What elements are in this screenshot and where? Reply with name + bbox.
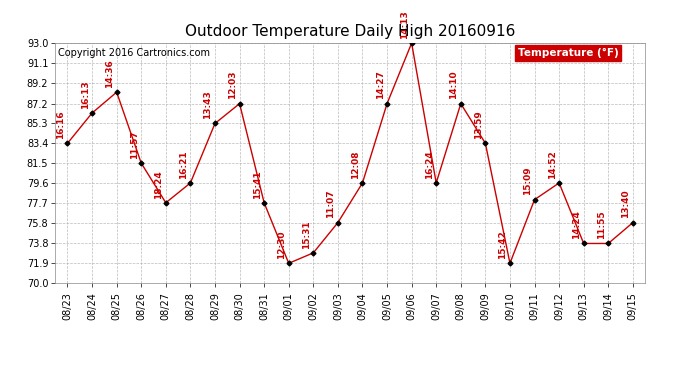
- Text: 16:21: 16:21: [179, 150, 188, 179]
- Text: 15:42: 15:42: [498, 230, 508, 259]
- Text: 12:08: 12:08: [351, 150, 360, 179]
- Text: 12:03: 12:03: [228, 71, 237, 99]
- Text: 11:55: 11:55: [597, 211, 606, 239]
- Text: 13:40: 13:40: [622, 190, 631, 218]
- Text: 16:24: 16:24: [425, 150, 434, 179]
- Text: 16:13: 16:13: [81, 80, 90, 109]
- Text: 16:16: 16:16: [56, 111, 65, 139]
- Text: 13:59: 13:59: [474, 110, 483, 139]
- Text: 14:10: 14:10: [449, 71, 458, 99]
- Text: 15:41: 15:41: [253, 170, 262, 199]
- Text: 14:13: 14:13: [400, 10, 409, 39]
- Text: 15:09: 15:09: [523, 167, 532, 195]
- Text: 14:24: 14:24: [572, 210, 581, 239]
- Text: 14:52: 14:52: [548, 150, 557, 179]
- Text: 15:31: 15:31: [302, 220, 311, 249]
- Title: Outdoor Temperature Daily High 20160916: Outdoor Temperature Daily High 20160916: [185, 24, 515, 39]
- Text: 14:27: 14:27: [375, 70, 384, 99]
- Text: 11:57: 11:57: [130, 130, 139, 159]
- Text: Temperature (°F): Temperature (°F): [518, 48, 619, 58]
- Text: 11:07: 11:07: [326, 190, 335, 218]
- Text: 13:43: 13:43: [204, 90, 213, 119]
- Text: Copyright 2016 Cartronics.com: Copyright 2016 Cartronics.com: [58, 48, 210, 58]
- Text: 18:24: 18:24: [155, 170, 164, 199]
- Text: 14:36: 14:36: [105, 59, 115, 88]
- Text: 12:30: 12:30: [277, 231, 286, 259]
